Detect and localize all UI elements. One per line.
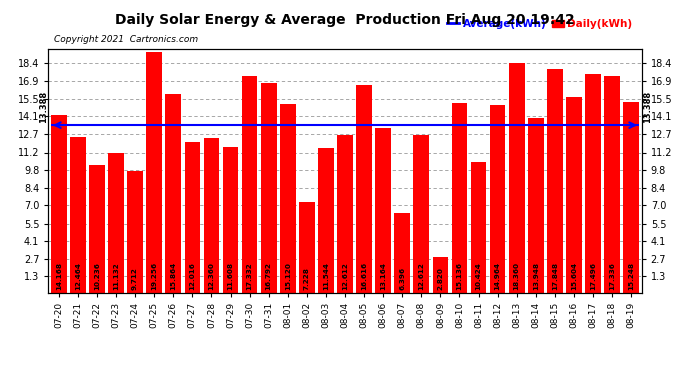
Text: 12.360: 12.360 [208,262,215,290]
Text: 19.256: 19.256 [151,262,157,290]
Text: 12.016: 12.016 [189,262,195,290]
Text: 13.388: 13.388 [39,90,48,123]
Text: 13.948: 13.948 [533,262,539,290]
Bar [585,74,601,292]
Bar [375,128,391,292]
Bar [166,94,181,292]
Text: 17.336: 17.336 [609,262,615,290]
Text: 12.612: 12.612 [418,262,424,290]
Text: 11.608: 11.608 [228,262,233,290]
Text: 13.164: 13.164 [380,262,386,290]
Bar [299,202,315,292]
Text: 16.616: 16.616 [361,262,367,290]
Bar [337,135,353,292]
Bar [547,69,563,292]
Text: 15.864: 15.864 [170,262,176,290]
Text: 15.248: 15.248 [628,262,634,290]
Bar [452,103,467,292]
Bar [413,135,429,292]
Text: 17.496: 17.496 [590,262,596,290]
Bar [623,102,639,292]
Text: 15.136: 15.136 [457,262,462,290]
Bar [509,63,524,292]
Bar [604,76,620,292]
Text: 7.228: 7.228 [304,267,310,290]
Text: 15.120: 15.120 [285,262,290,290]
Bar [280,104,295,292]
Text: 13.388: 13.388 [643,90,652,123]
Bar [528,118,544,292]
Text: 14.964: 14.964 [495,262,501,290]
Text: 16.792: 16.792 [266,262,272,290]
Text: 2.820: 2.820 [437,267,444,290]
Bar [89,165,105,292]
Bar [261,82,277,292]
Bar [127,171,143,292]
Text: Daily Solar Energy & Average  Production Fri Aug 20 19:42: Daily Solar Energy & Average Production … [115,13,575,27]
Text: 10.236: 10.236 [94,262,100,290]
Bar [51,116,67,292]
Bar [395,213,410,292]
Legend: Average(kWh), Daily(kWh): Average(kWh), Daily(kWh) [443,15,636,33]
Text: 12.612: 12.612 [342,262,348,290]
Bar [433,257,448,292]
Bar [146,52,162,292]
Text: 14.168: 14.168 [56,262,62,290]
Text: 18.360: 18.360 [514,262,520,290]
Text: 15.604: 15.604 [571,262,577,290]
Text: 11.544: 11.544 [323,262,329,290]
Text: 12.464: 12.464 [75,262,81,290]
Text: 6.396: 6.396 [400,267,405,290]
Bar [318,148,334,292]
Bar [184,142,200,292]
Text: 17.332: 17.332 [246,262,253,290]
Bar [241,76,257,292]
Bar [70,137,86,292]
Bar [490,105,506,292]
Text: Copyright 2021  Cartronics.com: Copyright 2021 Cartronics.com [55,35,198,44]
Text: 17.848: 17.848 [552,262,558,290]
Bar [566,98,582,292]
Text: 9.712: 9.712 [132,267,138,290]
Bar [204,138,219,292]
Text: 11.132: 11.132 [113,262,119,290]
Bar [356,85,372,292]
Bar [108,153,124,292]
Bar [223,147,238,292]
Bar [471,162,486,292]
Text: 10.424: 10.424 [475,262,482,290]
